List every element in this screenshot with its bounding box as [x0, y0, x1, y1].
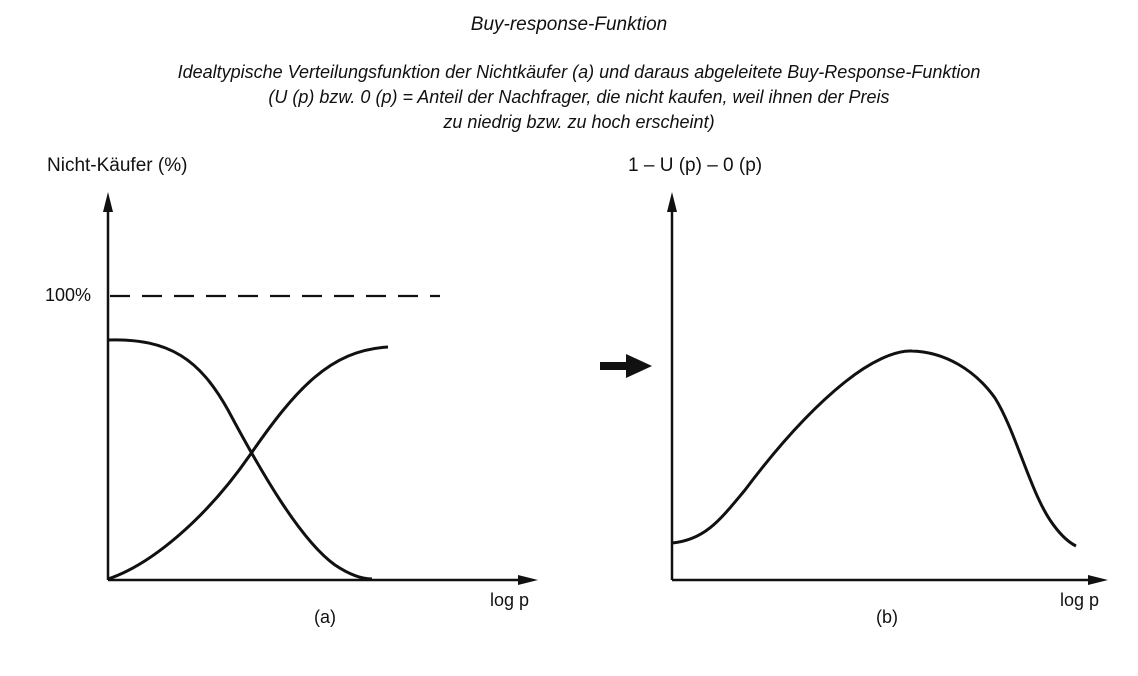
panel-b-y-axis-title: 1 – U (p) – 0 (p): [628, 155, 763, 176]
panel-b-x-axis-title: log p: [1060, 590, 1100, 610]
diagram-title: Buy-response-Funktion: [470, 14, 668, 35]
panel-a-axes: [103, 192, 538, 585]
panel-a-100-percent-label: 100%: [45, 285, 92, 305]
panel-a-curve-too-expensive: [107, 345, 389, 581]
subtitle-line-2: (U (p) bzw. 0 (p) = Anteil der Nachfrage…: [268, 87, 890, 107]
panel-a-label: (a): [314, 607, 336, 627]
panel-b-buy-response-curve: [671, 349, 1077, 548]
panel-a-x-axis-arrowhead: [518, 575, 538, 585]
panel-b-axes: [667, 192, 1108, 585]
diagram-subtitle: Idealtypische Verteilungsfunktion der Ni…: [0, 60, 1138, 135]
panel-b-x-axis-arrowhead: [1088, 575, 1108, 585]
panel-b-label: (b): [876, 607, 898, 627]
panel-a-curve-too-cheap: [107, 338, 373, 581]
subtitle-line-1: Idealtypische Verteilungsfunktion der Ni…: [177, 62, 981, 82]
panel-b-y-axis-arrowhead: [667, 192, 677, 212]
right-arrow-icon: [600, 354, 652, 378]
panel-a-x-axis-title: log p: [490, 590, 530, 610]
panel-a-y-axis-arrowhead: [103, 192, 113, 212]
subtitle-line-3: zu niedrig bzw. zu hoch erscheint): [443, 112, 715, 132]
panel-a-y-axis-title: Nicht-Käufer (%): [47, 155, 188, 176]
